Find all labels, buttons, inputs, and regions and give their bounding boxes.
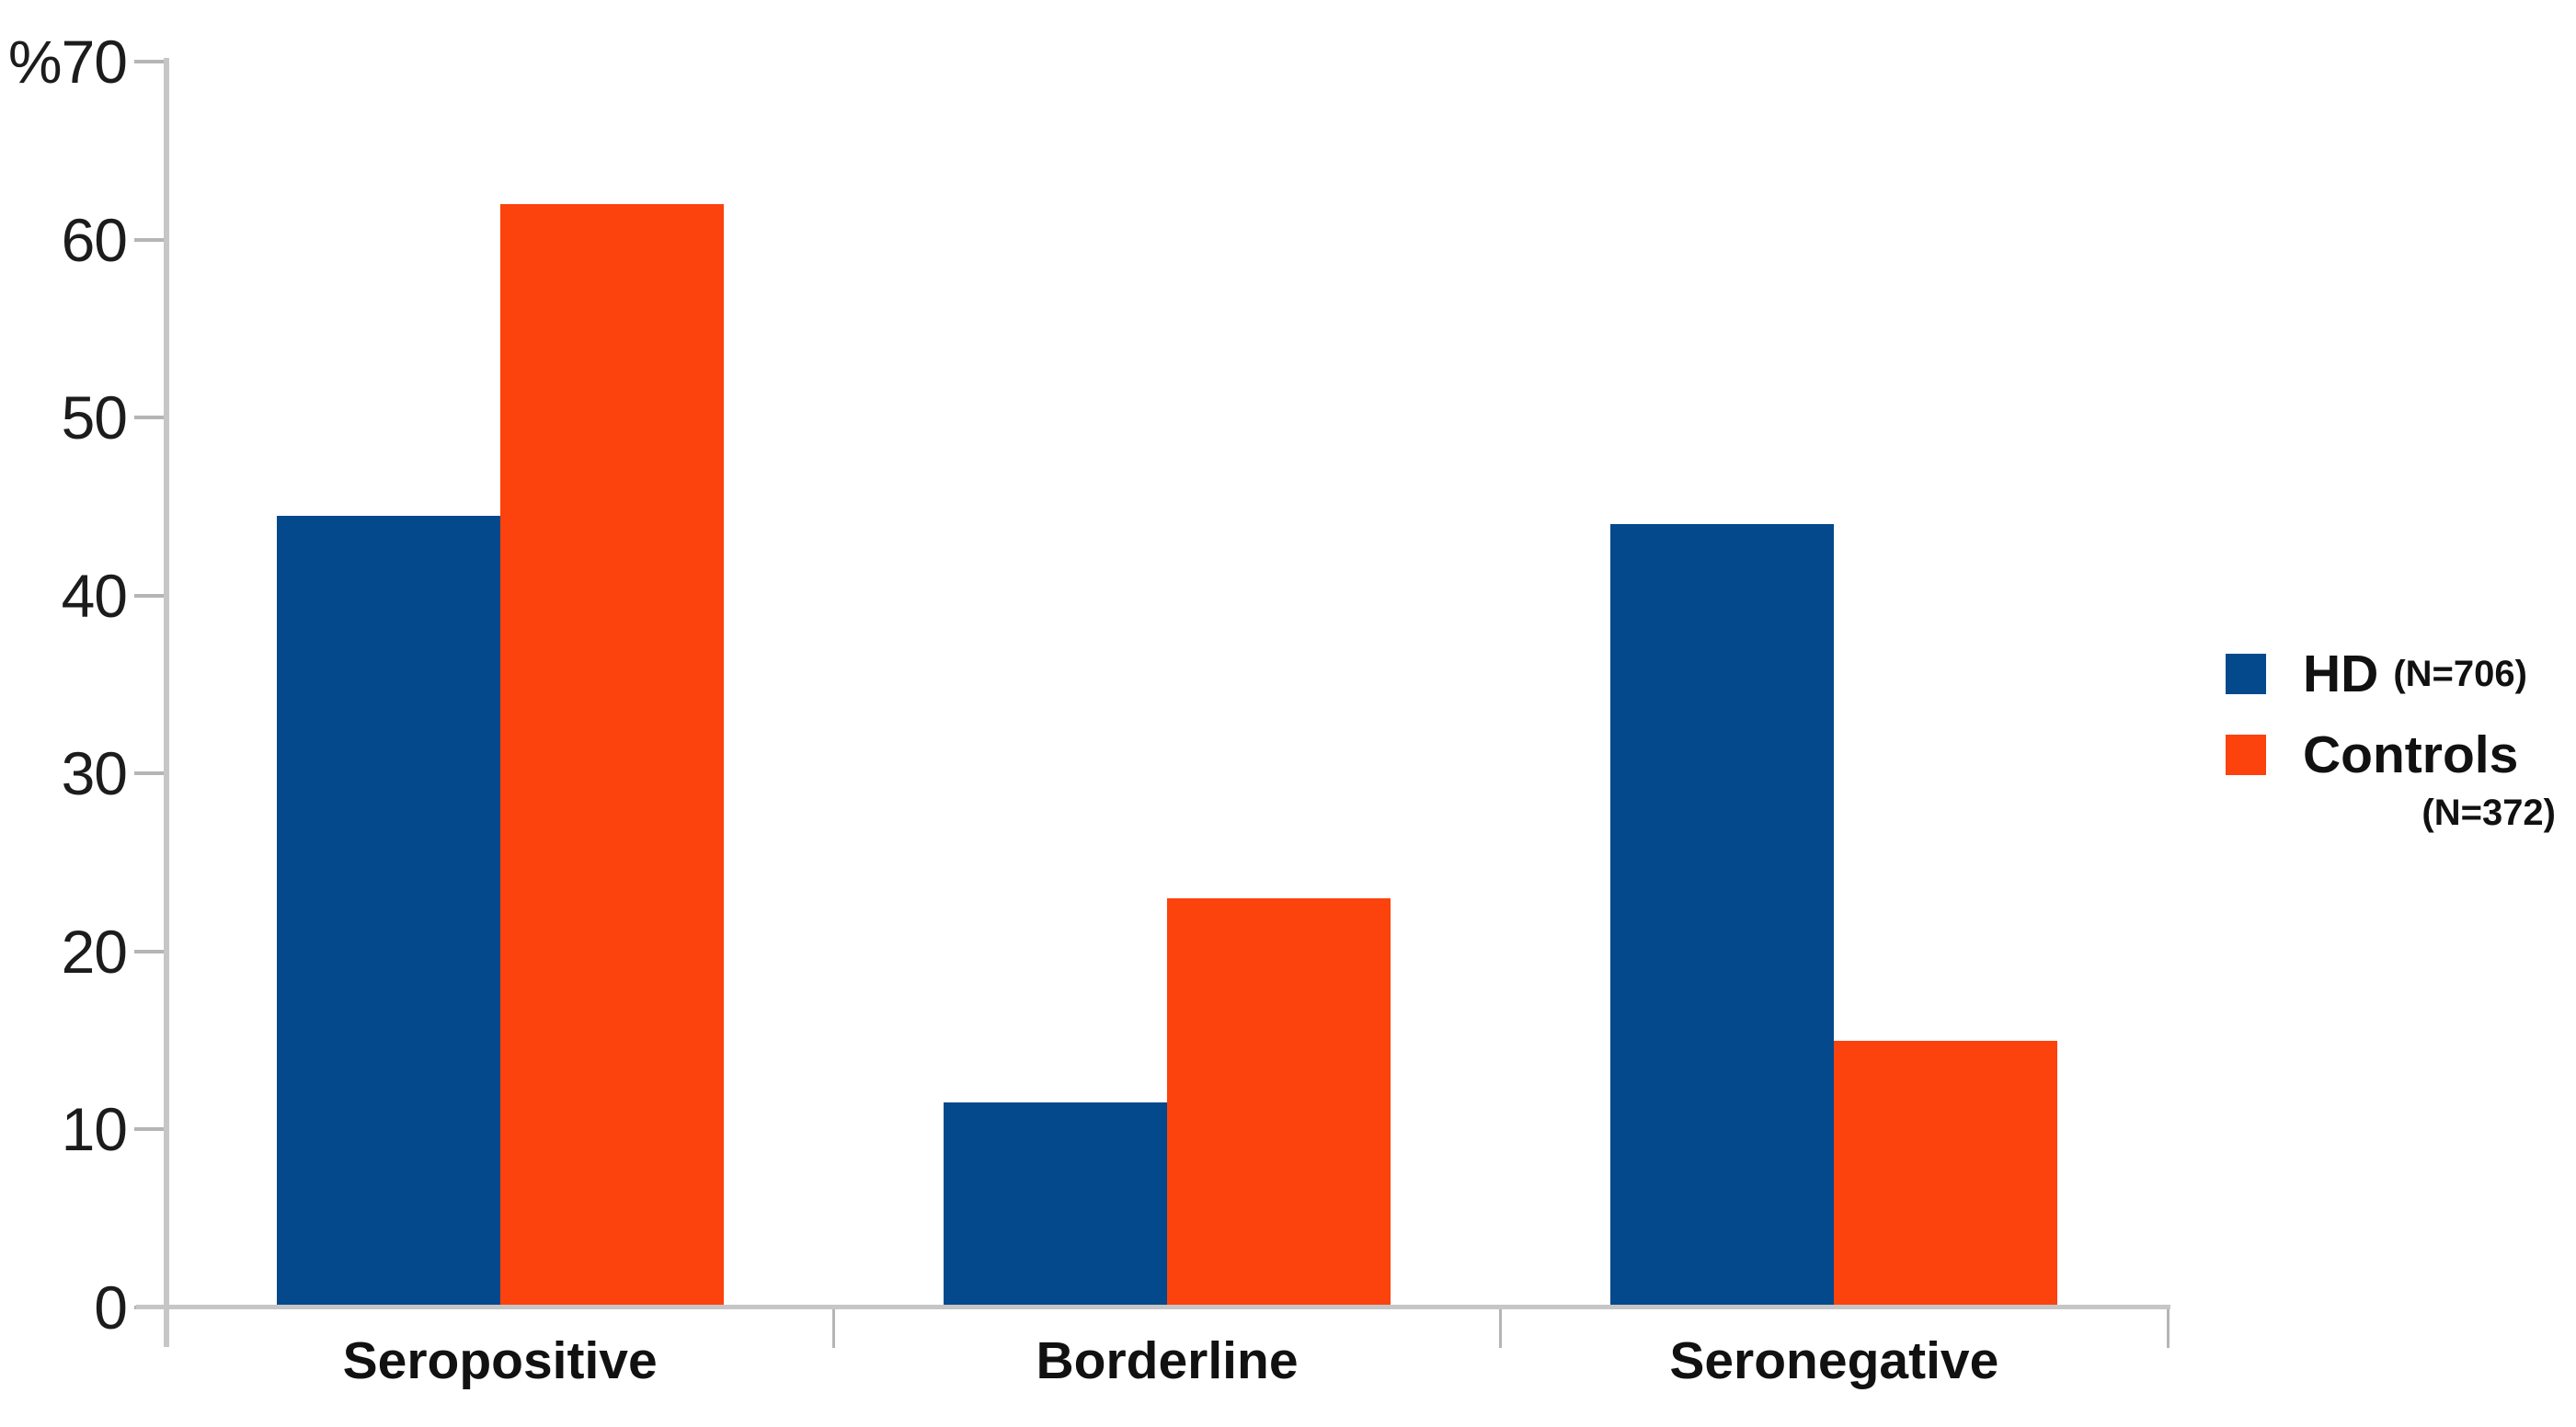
y-tick (134, 1127, 166, 1132)
y-tick-label: 60 (61, 205, 128, 274)
y-tick-label: 0 (94, 1273, 128, 1341)
x-tick (1499, 1309, 1503, 1348)
legend-n-hd: (N=706) (2393, 653, 2527, 694)
bar-controls-borderline (1167, 897, 1391, 1307)
y-tick (134, 771, 166, 776)
y-tick-label: 20 (61, 917, 128, 986)
y-tick-label: 30 (61, 739, 128, 808)
legend-n-controls: (N=372) (2421, 793, 2556, 833)
legend-label-controls: Controls (2303, 725, 2519, 784)
hd-series-swatch-icon (2226, 654, 2266, 694)
category-label: Borderline (1036, 1331, 1299, 1390)
y-tick-label: 10 (61, 1095, 128, 1164)
bar-hd-seronegative (1610, 524, 1835, 1307)
bar-hd-borderline (944, 1102, 1167, 1307)
legend-item-controls: Controls (2203, 725, 2570, 785)
y-tick-label: %70 (7, 28, 128, 96)
x-tick (2166, 1309, 2170, 1348)
y-tick-label: 40 (61, 561, 128, 630)
y-tick (134, 60, 166, 63)
category-label: Seronegative (1669, 1331, 1999, 1390)
bar-controls-seropositive (499, 203, 724, 1307)
bar-hd-seropositive (276, 515, 500, 1307)
legend: HD (N=706) Controls (N=372) (2203, 644, 2570, 834)
controls-series-swatch-icon (2226, 735, 2266, 775)
x-axis-line (136, 1305, 2170, 1309)
category-label: Seropositive (342, 1331, 658, 1390)
y-tick (134, 416, 166, 420)
x-tick (831, 1309, 835, 1348)
y-tick (134, 949, 166, 953)
bar-controls-seronegative (1834, 1040, 2058, 1307)
legend-label-hd: HD (2303, 645, 2379, 703)
y-tick-label: 50 (61, 383, 128, 452)
legend-item-hd: HD (N=706) (2203, 644, 2570, 704)
y-axis-line (164, 58, 169, 1347)
y-tick (134, 593, 166, 598)
y-tick (134, 237, 166, 242)
